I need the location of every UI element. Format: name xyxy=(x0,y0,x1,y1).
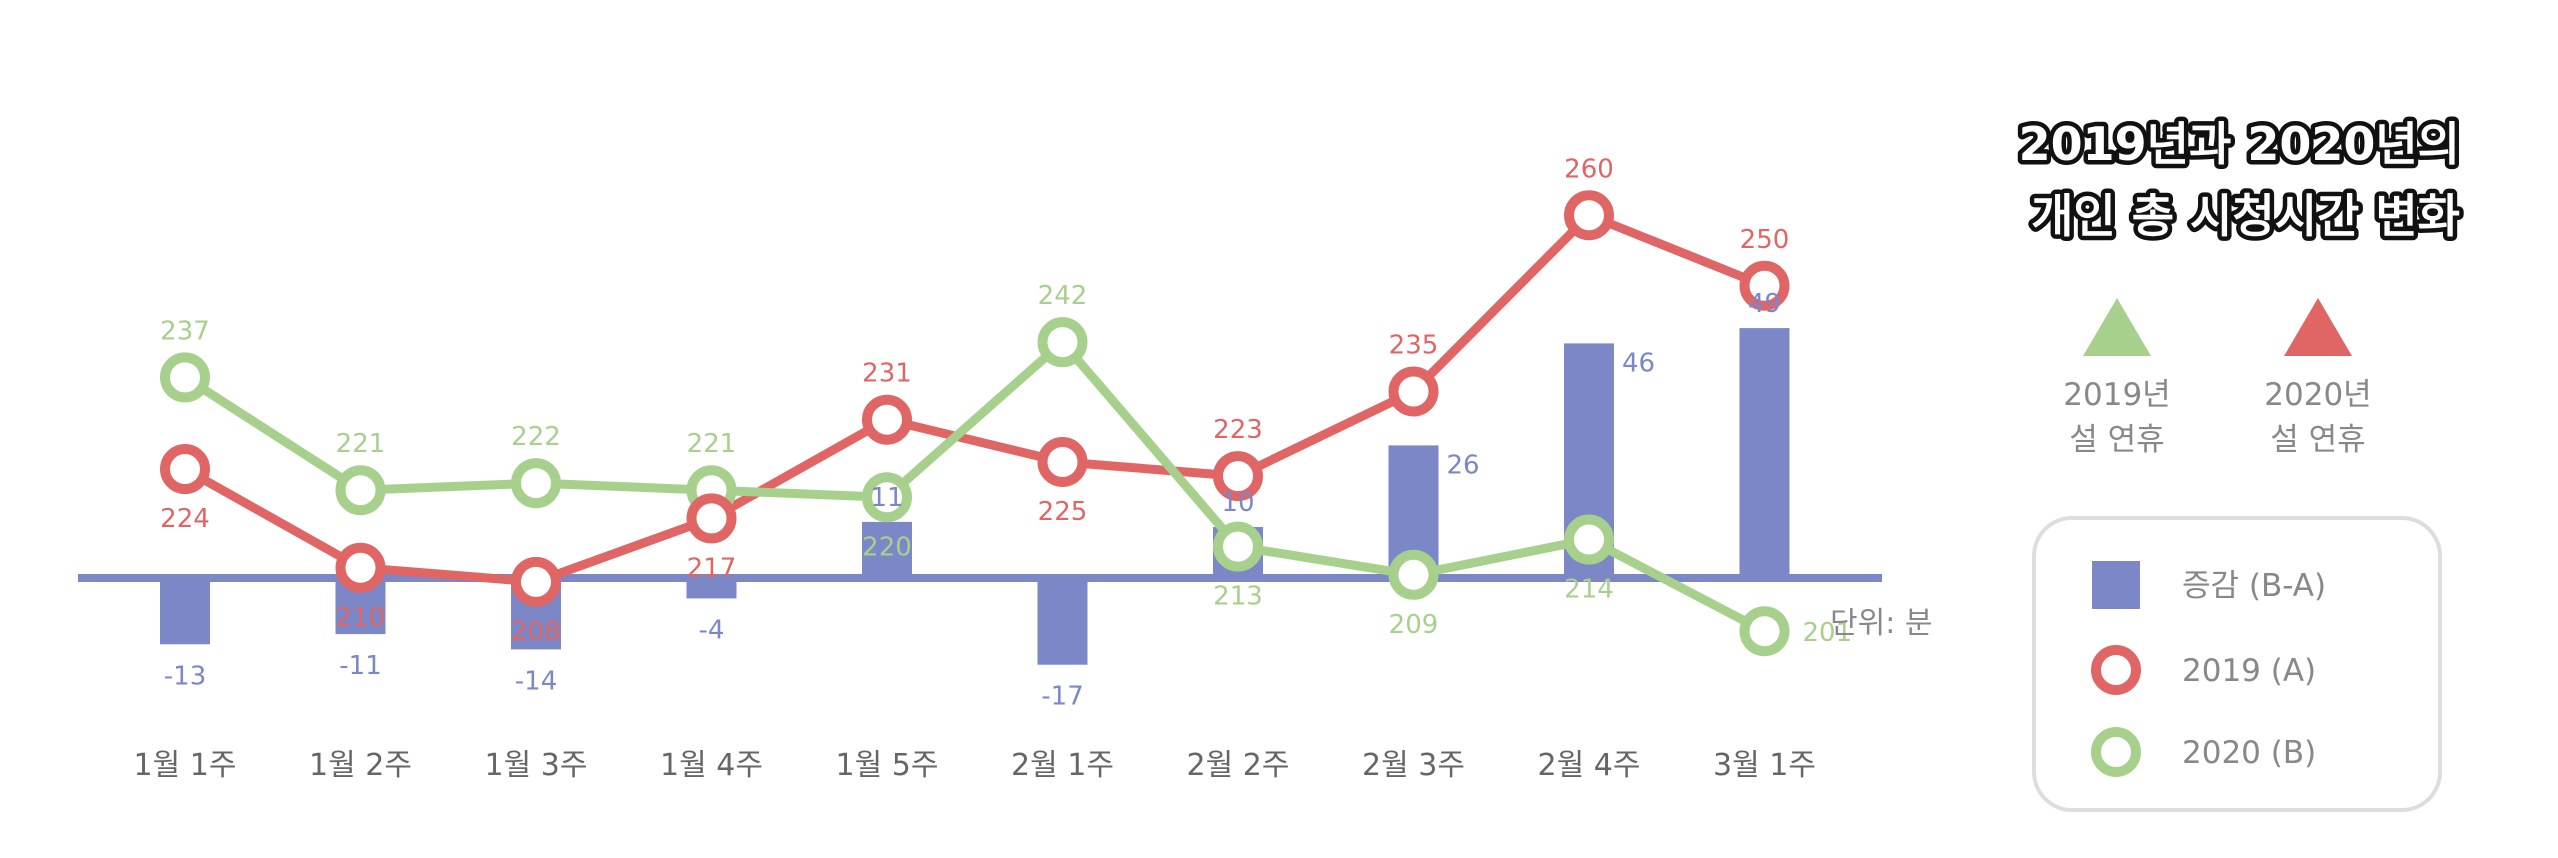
x-tick-label-1: 1월 1주 xyxy=(134,748,237,783)
series-2020-label-8: 209 xyxy=(1389,610,1439,640)
legend-swatch-2019 xyxy=(2091,645,2141,695)
unit-note: 단위: 분 xyxy=(1830,606,1932,641)
bar-diff-label-10: 49 xyxy=(1748,289,1781,319)
series-2019-point-8 xyxy=(1388,366,1439,417)
x-tick-label-4: 1월 4주 xyxy=(660,748,763,783)
bar-diff-label-4: -4 xyxy=(699,615,725,645)
bar-diff-label-8: 26 xyxy=(1447,450,1480,480)
series-2020-label-10: 201 xyxy=(1803,618,1853,648)
series-2020-label-3: 222 xyxy=(511,422,561,452)
bar-diff-label-6: -17 xyxy=(1041,682,1083,712)
legend-swatch-2020 xyxy=(2091,727,2141,777)
holiday-label-year-2: 2020년 xyxy=(2264,377,2371,413)
bar-diff-label-7: 10 xyxy=(1221,488,1254,518)
series-2019-point-1 xyxy=(160,444,210,495)
x-tick-label-5: 1월 5주 xyxy=(836,748,939,783)
series-2019-label-3: 208 xyxy=(511,617,561,647)
series-2020-label-4: 221 xyxy=(687,429,737,459)
bar-diff-label-9: 46 xyxy=(1622,348,1655,378)
series-2019-label-9: 260 xyxy=(1564,154,1614,184)
series-2019-point-6 xyxy=(1037,437,1088,487)
series-2020-point-9 xyxy=(1564,514,1614,565)
holiday-label-name-1: 설 연휴 xyxy=(2069,422,2164,458)
series-2020-label-9: 214 xyxy=(1564,575,1614,605)
legend-label-2: 2019 (A) xyxy=(2182,653,2316,689)
x-tick-label-10: 3월 1주 xyxy=(1713,748,1816,783)
bar-diff-6 xyxy=(1037,578,1088,665)
x-tick-label-2: 1월 2주 xyxy=(309,748,412,783)
x-tick-label-8: 2월 3주 xyxy=(1362,748,1465,783)
series-2019-point-2 xyxy=(335,542,386,593)
bar-diff-5 xyxy=(862,521,912,578)
line-layer xyxy=(160,190,1790,657)
holiday-triangle-1 xyxy=(2083,298,2151,356)
series-2020-point-8 xyxy=(1388,549,1439,600)
data-label-layer: -13 -11 -14 -4 11 -17 10 26 46 49 224 237 210 221 208 2… xyxy=(160,154,1852,711)
series-2019-point-9 xyxy=(1564,190,1614,241)
bar-diff-1 xyxy=(160,578,210,645)
series-2019-point-7 xyxy=(1213,451,1263,502)
series-2019-point-3 xyxy=(511,556,561,607)
series-2019-label-5: 231 xyxy=(862,359,912,389)
chart-title-line1: 2019년과 2020년의 xyxy=(2019,117,2460,171)
x-tick-label-6: 2월 1주 xyxy=(1011,748,1114,783)
series-2020-point-2 xyxy=(335,465,386,516)
series-2020-point-6 xyxy=(1037,317,1088,368)
x-tick-label-3: 1월 3주 xyxy=(485,748,588,783)
series-2019-point-10 xyxy=(1739,260,1790,311)
series-2019-point-4 xyxy=(686,493,737,544)
series-2019-label-2: 210 xyxy=(336,603,386,633)
series-2019-label-7: 223 xyxy=(1213,415,1263,445)
series-2020-point-5 xyxy=(862,472,912,523)
legend-label-1: 증감 (B-A) xyxy=(2182,568,2326,604)
bar-diff-label-1: -13 xyxy=(164,661,206,691)
series-2019-line xyxy=(180,210,1769,587)
series-2020-point-10 xyxy=(1739,606,1790,657)
series-2020-point-1 xyxy=(160,352,210,403)
series-2020-line xyxy=(180,337,1769,636)
x-axis-ticks: 1월 1주 1월 2주 1월 3주 1월 4주 1월 5주 2월 1주 2월 2주 2월 3주… xyxy=(134,748,1816,783)
series-2020-label-2: 221 xyxy=(336,429,386,459)
holiday-label-name-2: 설 연휴 xyxy=(2270,422,2365,458)
bar-diff-10 xyxy=(1739,328,1790,578)
series-2020-label-1: 237 xyxy=(160,316,210,346)
series-2020-label-7: 213 xyxy=(1213,582,1263,612)
series-2019-label-10: 250 xyxy=(1740,225,1790,255)
series-2019-point-5 xyxy=(862,394,912,445)
x-tick-label-7: 2월 2주 xyxy=(1187,748,1290,783)
series-2020-label-5: 220 xyxy=(862,532,912,562)
series-2020-label-6: 242 xyxy=(1038,281,1088,311)
legend-label-3: 2020 (B) xyxy=(2182,735,2316,771)
series-2019-label-4: 217 xyxy=(687,553,737,583)
series-2019-label-8: 235 xyxy=(1389,331,1439,361)
series-2020-point-3 xyxy=(511,458,561,509)
legend-swatch-diff xyxy=(2092,561,2140,609)
legend: 증감 (B-A) 2019 (A) 2020 (B) xyxy=(2091,561,2326,777)
bar-diff-4 xyxy=(686,578,737,599)
holiday-label-year-1: 2019년 xyxy=(2063,377,2170,413)
bar-layer xyxy=(160,328,1790,665)
bar-diff-label-5: 11 xyxy=(870,483,903,513)
chart-title-line2: 개인 총 시청시간 변화 xyxy=(2031,189,2460,243)
series-2019-label-1: 224 xyxy=(160,504,210,534)
holiday-triangle-2 xyxy=(2284,298,2352,356)
x-tick-label-9: 2월 4주 xyxy=(1538,748,1641,783)
bar-diff-label-2: -11 xyxy=(339,651,381,681)
series-2019-label-6: 225 xyxy=(1038,497,1088,527)
series-2020-point-7 xyxy=(1213,521,1263,572)
bar-diff-label-3: -14 xyxy=(515,666,557,696)
